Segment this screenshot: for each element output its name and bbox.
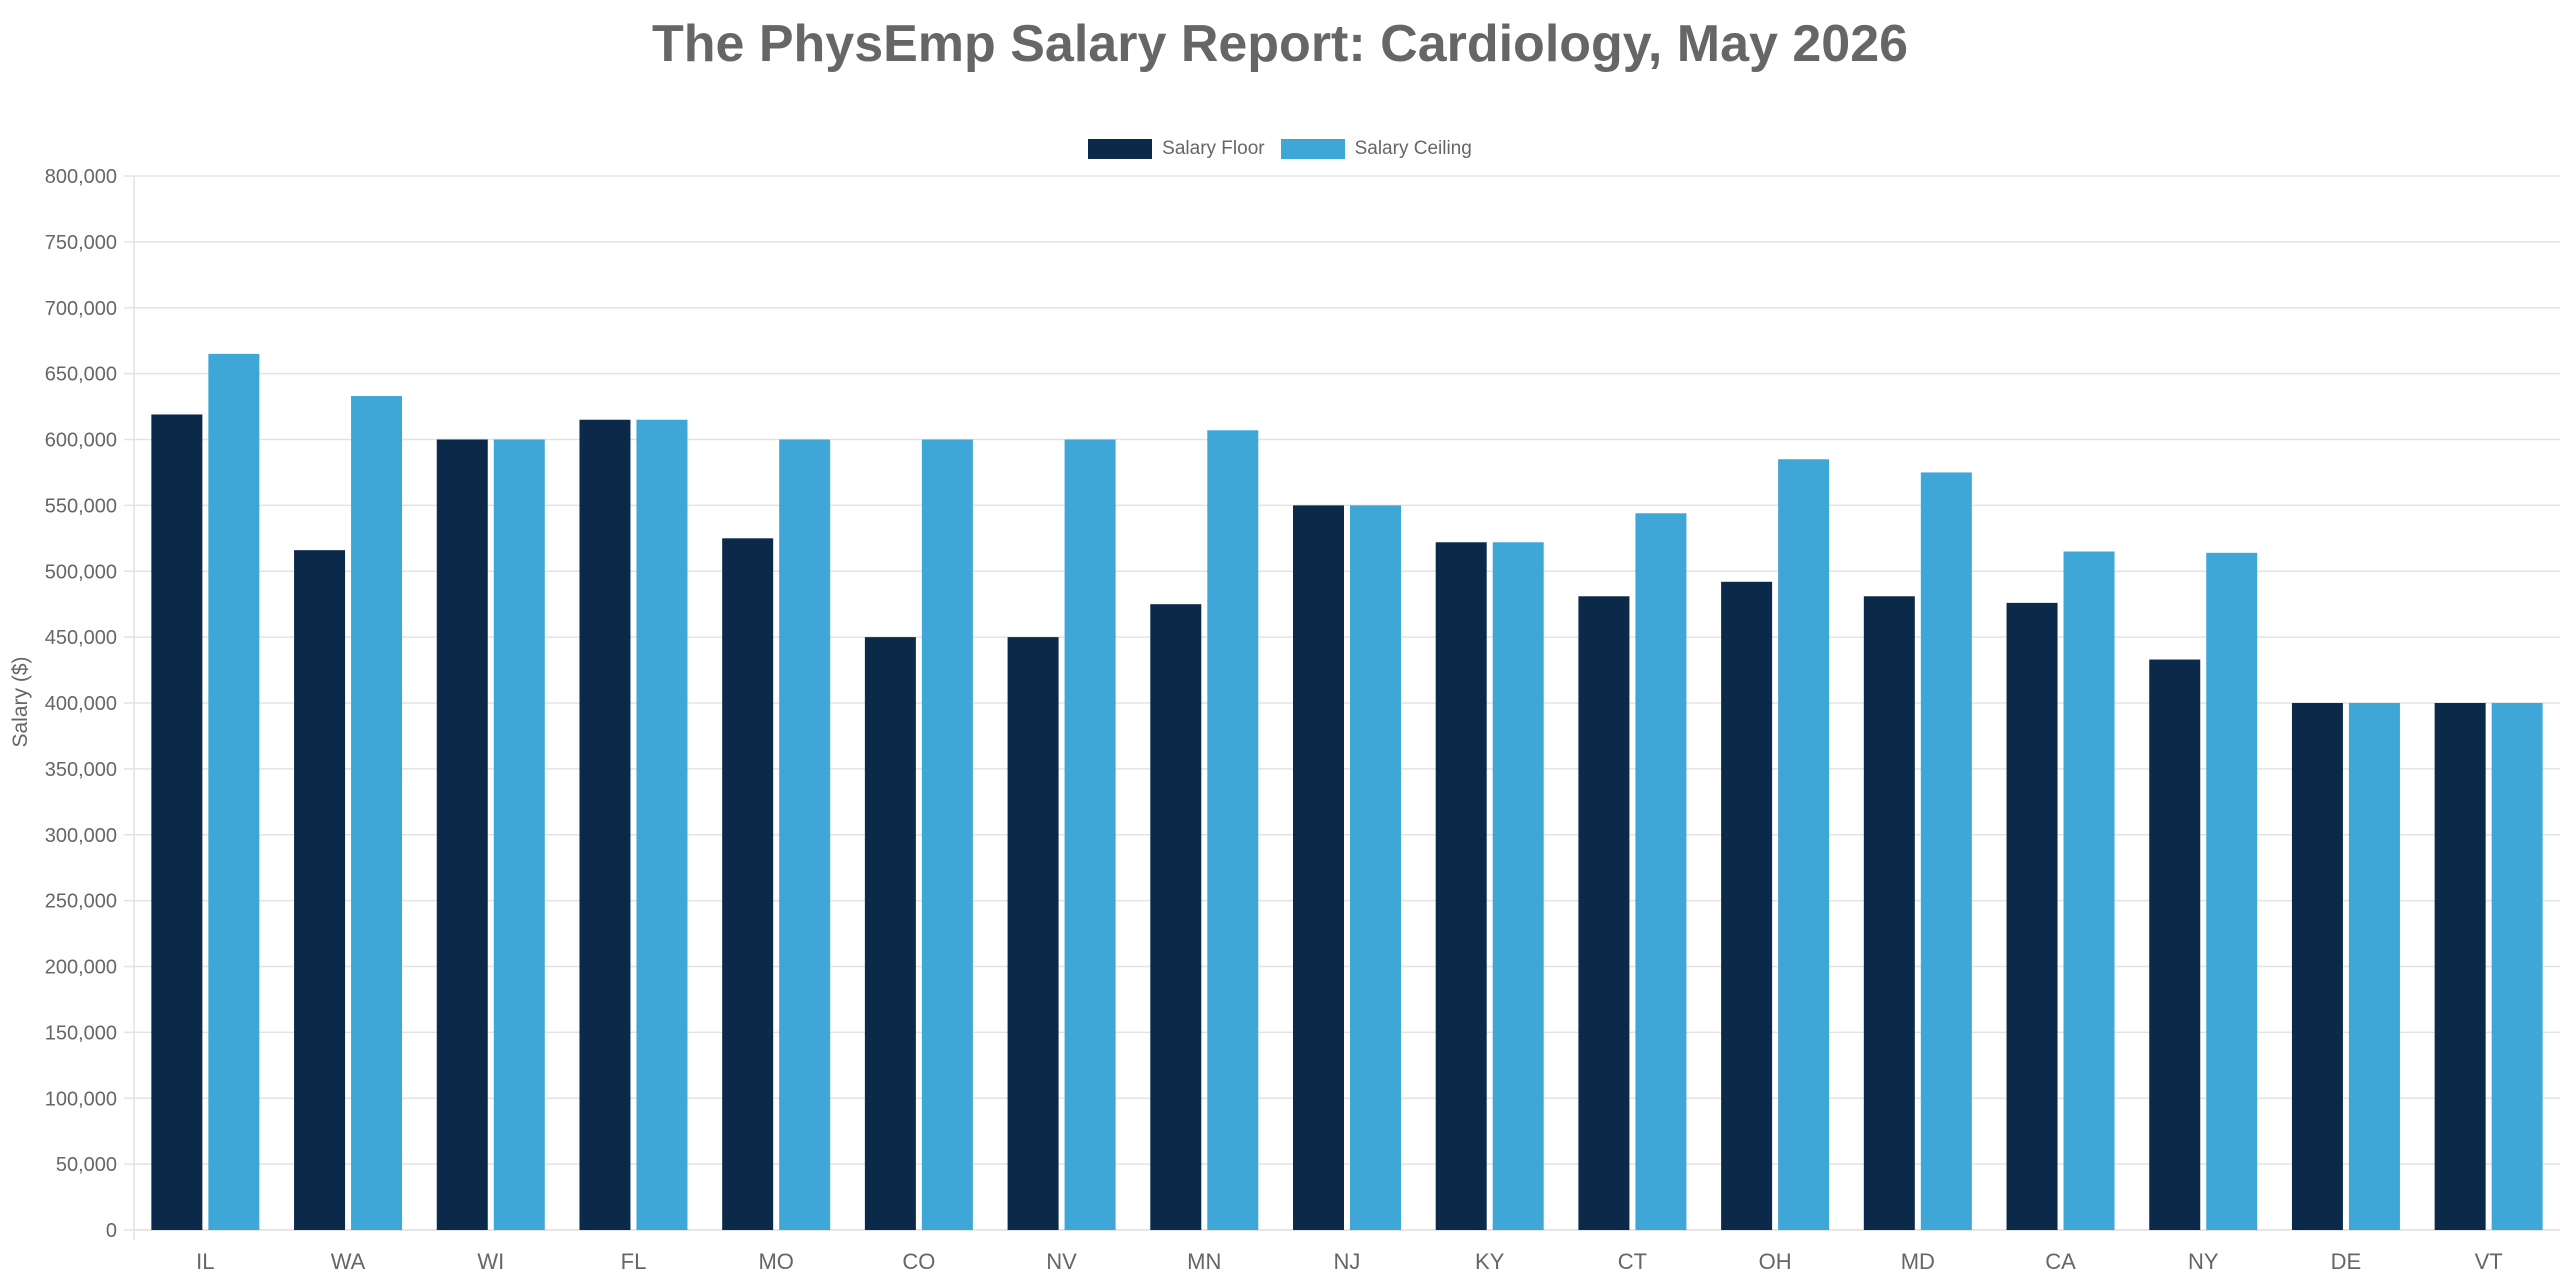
y-tick-label: 250,000 xyxy=(45,891,117,913)
y-tick-label: 350,000 xyxy=(45,759,117,781)
x-tick-label: CT xyxy=(1618,1249,1647,1274)
bar-salary-floor-ca[interactable] xyxy=(2006,602,2058,1230)
y-tick-label: 750,000 xyxy=(45,232,117,254)
bar-salary-floor-wa[interactable] xyxy=(294,550,346,1230)
x-tick-label: KY xyxy=(1475,1249,1505,1274)
tick-labels: 0 50,000 100,000 150,000 200,000 250,000 300,0… xyxy=(45,166,2503,1274)
bar-salary-ceiling-fl[interactable] xyxy=(636,419,688,1230)
x-tick-label: NY xyxy=(2188,1249,2219,1274)
y-axis-title: Salary ($) xyxy=(9,656,32,747)
legend-label-salary-ceiling: Salary Ceiling xyxy=(1354,138,1472,159)
bar-salary-ceiling-mo[interactable] xyxy=(779,439,831,1231)
bar-salary-floor-ny[interactable] xyxy=(2149,659,2201,1230)
y-tick-label: 50,000 xyxy=(56,1154,117,1176)
y-tick-label: 300,000 xyxy=(45,825,117,847)
x-tick-label: CA xyxy=(2045,1249,2076,1274)
legend-swatch-salary-floor xyxy=(1088,139,1153,159)
chart-title: The PhysEmp Salary Report: Cardiology, M… xyxy=(651,15,1909,73)
legend-swatch-salary-ceiling xyxy=(1280,139,1345,159)
y-tick-label: 100,000 xyxy=(45,1088,117,1110)
x-tick-label: DE xyxy=(2331,1249,2362,1274)
bar-salary-ceiling-nv[interactable] xyxy=(1064,439,1116,1231)
x-tick-label: MO xyxy=(758,1249,793,1274)
y-tick-label: 650,000 xyxy=(45,364,117,386)
bar-salary-ceiling-vt[interactable] xyxy=(2491,703,2543,1230)
x-tick-label: WI xyxy=(477,1249,504,1274)
bar-salary-ceiling-mn[interactable] xyxy=(1207,430,1259,1231)
x-tick-label: VT xyxy=(2475,1249,2503,1274)
y-tick-label: 400,000 xyxy=(45,693,117,715)
x-tick-label: MN xyxy=(1187,1249,1221,1274)
bar-salary-floor-fl[interactable] xyxy=(579,419,631,1230)
bar-salary-ceiling-ct[interactable] xyxy=(1635,513,1687,1230)
y-tick-label: 200,000 xyxy=(45,957,117,979)
x-tick-label: NJ xyxy=(1334,1249,1361,1274)
bar-salary-floor-mo[interactable] xyxy=(722,538,774,1230)
bar-salary-floor-de[interactable] xyxy=(2291,703,2343,1230)
bar-salary-floor-mn[interactable] xyxy=(1150,604,1202,1230)
bar-salary-ceiling-ny[interactable] xyxy=(2206,552,2258,1230)
bar-salary-floor-ky[interactable] xyxy=(1435,542,1487,1230)
x-tick-label: IL xyxy=(196,1249,214,1274)
y-tick-label: 700,000 xyxy=(45,298,117,320)
bar-salary-ceiling-de[interactable] xyxy=(2348,703,2400,1230)
bar-salary-floor-nv[interactable] xyxy=(1007,637,1059,1230)
x-tick-label: CO xyxy=(902,1249,935,1274)
bar-salary-floor-md[interactable] xyxy=(1863,596,1915,1230)
legend: Salary Floor Salary Ceiling xyxy=(0,138,2560,160)
bar-salary-floor-wi[interactable] xyxy=(436,439,488,1231)
bar-salary-floor-nj[interactable] xyxy=(1293,505,1344,1230)
bar-salary-ceiling-nj[interactable] xyxy=(1350,505,1401,1230)
bar-salary-floor-il[interactable] xyxy=(151,414,203,1230)
legend-label-salary-floor: Salary Floor xyxy=(1162,138,1265,159)
x-tick-label: WA xyxy=(331,1249,366,1274)
bar-salary-ceiling-md[interactable] xyxy=(1920,472,1972,1230)
legend-item-salary-ceiling[interactable]: Salary Ceiling xyxy=(1280,138,1472,160)
bar-salary-ceiling-ky[interactable] xyxy=(1492,542,1544,1230)
x-tick-label: FL xyxy=(621,1249,647,1274)
x-tick-label: NV xyxy=(1046,1249,1077,1274)
y-tick-label: 800,000 xyxy=(45,166,117,188)
y-tick-label: 0 xyxy=(106,1220,117,1242)
bar-salary-ceiling-oh[interactable] xyxy=(1778,459,1830,1230)
x-tick-label: MD xyxy=(1901,1249,1935,1274)
bar-salary-ceiling-wi[interactable] xyxy=(493,439,545,1231)
bar-salary-floor-co[interactable] xyxy=(864,637,916,1230)
bar-salary-ceiling-il[interactable] xyxy=(208,353,260,1230)
bar-salary-ceiling-co[interactable] xyxy=(921,439,973,1231)
y-tick-label: 450,000 xyxy=(45,627,117,649)
bars xyxy=(151,353,2543,1231)
bar-salary-ceiling-ca[interactable] xyxy=(2063,551,2115,1230)
legend-item-salary-floor[interactable]: Salary Floor xyxy=(1088,138,1265,160)
bar-salary-floor-oh[interactable] xyxy=(1721,581,1773,1230)
y-tick-label: 150,000 xyxy=(45,1022,117,1044)
bar-salary-floor-ct[interactable] xyxy=(1578,596,1630,1230)
y-tick-label: 600,000 xyxy=(45,430,117,452)
y-tick-label: 500,000 xyxy=(45,561,117,583)
bar-salary-floor-vt[interactable] xyxy=(2434,703,2486,1230)
y-tick-label: 550,000 xyxy=(45,495,117,517)
bar-salary-ceiling-wa[interactable] xyxy=(351,396,403,1231)
x-tick-label: OH xyxy=(1759,1249,1792,1274)
